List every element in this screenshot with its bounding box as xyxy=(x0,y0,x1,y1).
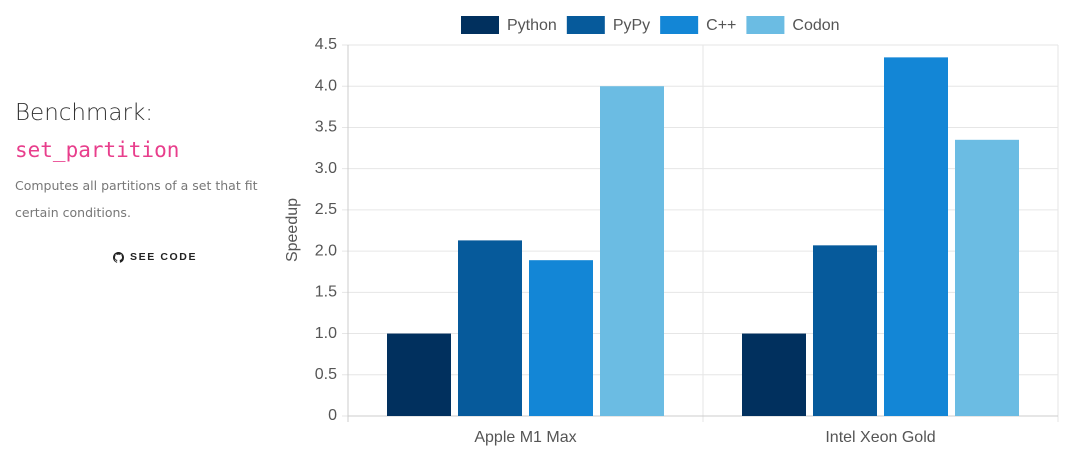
bar xyxy=(458,240,522,416)
y-axis-label: Speedup xyxy=(284,198,301,262)
legend-swatch xyxy=(660,16,699,34)
y-tick-label: 0.5 xyxy=(315,366,337,383)
y-tick-label: 4.5 xyxy=(315,36,337,53)
bar xyxy=(955,139,1019,417)
benchmark-name: set_partition xyxy=(15,138,180,162)
y-tick-label: 2.5 xyxy=(315,201,337,218)
legend-label: C++ xyxy=(706,17,736,34)
see-code-link[interactable]: SEE CODE xyxy=(113,251,197,263)
benchmark-heading: Benchmark: xyxy=(15,100,154,126)
y-tick-label: 4.0 xyxy=(315,77,337,94)
y-tick-label: 0 xyxy=(328,407,337,424)
legend-swatch xyxy=(746,16,785,34)
legend-swatch xyxy=(461,16,499,34)
y-tick-label: 1.0 xyxy=(315,325,337,342)
y-tick-label: 1.5 xyxy=(315,284,337,301)
x-tick-label: Intel Xeon Gold xyxy=(825,429,935,446)
legend-label: Codon xyxy=(792,17,839,34)
x-tick-label: Apple M1 Max xyxy=(474,429,576,446)
bar xyxy=(529,260,593,416)
legend-label: Python xyxy=(507,17,557,34)
github-icon xyxy=(113,251,124,263)
benchmark-panel: Benchmark: set_partition Computes all pa… xyxy=(15,100,275,263)
legend-swatch xyxy=(566,16,605,34)
bar xyxy=(884,57,948,416)
bar xyxy=(813,245,877,416)
bar xyxy=(742,333,806,416)
see-code-text[interactable]: SEE CODE xyxy=(130,251,198,263)
y-tick-label: 2.0 xyxy=(315,242,337,259)
bar xyxy=(600,86,664,416)
y-tick-label: 3.5 xyxy=(315,119,337,136)
bar xyxy=(387,333,451,416)
benchmark-description: Computes all partitions of a set that fi… xyxy=(15,178,258,220)
legend-label: PyPy xyxy=(613,17,650,34)
y-tick-label: 3.0 xyxy=(315,160,337,177)
